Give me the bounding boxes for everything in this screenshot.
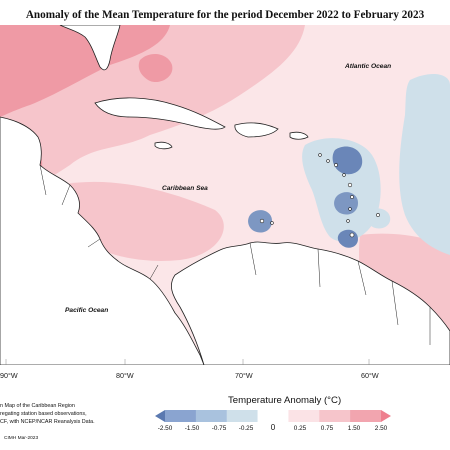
legend-label: -0.75 [211, 425, 227, 432]
tick-60w: 60°W [361, 371, 379, 380]
legend-label: 2.50 [374, 425, 388, 432]
legend-colorbar [155, 410, 391, 422]
anomaly-map: Atlantic Ocean Caribbean Sea Pacific Oce… [0, 25, 450, 365]
land-hispaniola [234, 122, 279, 138]
land-cuba [94, 97, 226, 130]
credit-line-3: CF, with NCEP/NCAR Reanalysis Data. [0, 419, 95, 425]
lesser-antilles [259, 153, 380, 238]
anomaly-blue-deep-1 [332, 146, 363, 175]
land-florida [59, 25, 121, 71]
anomaly-blue-tobago [364, 208, 391, 229]
legend-label: 0.75 [320, 425, 334, 432]
legend-label: -2.50 [157, 425, 173, 432]
legend-label: 0.25 [293, 425, 307, 432]
legend-swatch [165, 410, 197, 422]
legend-label: -0.25 [238, 425, 254, 432]
tick-90w: 90°W [0, 371, 18, 380]
anomaly-blue-deep-2 [334, 192, 358, 215]
legend-swatch [257, 410, 289, 422]
legend-arrow-left [155, 410, 165, 422]
legend-swatch [195, 410, 228, 422]
land-jamaica [154, 141, 173, 150]
legend-arrow-right [381, 410, 391, 422]
land-puerto-rico [289, 131, 309, 140]
tick-80w: 80°W [116, 371, 134, 380]
anomaly-pink-bahamas [138, 53, 173, 83]
legend-swatch [319, 410, 351, 422]
country-borders [39, 164, 431, 345]
legend-swatch [226, 410, 258, 422]
longitude-grid [5, 359, 370, 365]
map-title: Anomaly of the Mean Temperature for the … [25, 9, 425, 21]
legend-swatch [288, 410, 320, 422]
anomaly-pink-deep-west [0, 25, 170, 117]
anomaly-blue-atlantic [399, 73, 450, 255]
land-central-america [0, 116, 205, 365]
credit-line-2: regating station based observations, [0, 411, 87, 417]
legend-title: Temperature Anomaly (°C) [228, 395, 342, 406]
map-canvas [0, 25, 450, 365]
legend-swatch [350, 410, 382, 422]
credit-footer: CIMH Mar-2023 [4, 436, 39, 441]
caribbean-sea-label: Caribbean Sea [162, 185, 208, 192]
credit-line-1: n Map of the Caribbean Region [0, 403, 75, 409]
tick-70w: 70°W [235, 371, 253, 380]
legend-label: -1.50 [184, 425, 200, 432]
atlantic-ocean-label: Atlantic Ocean [345, 63, 392, 70]
legend-label: 0 [270, 423, 276, 432]
legend-label: 1.50 [347, 425, 361, 432]
pacific-ocean-label: Pacific Ocean [65, 307, 109, 314]
